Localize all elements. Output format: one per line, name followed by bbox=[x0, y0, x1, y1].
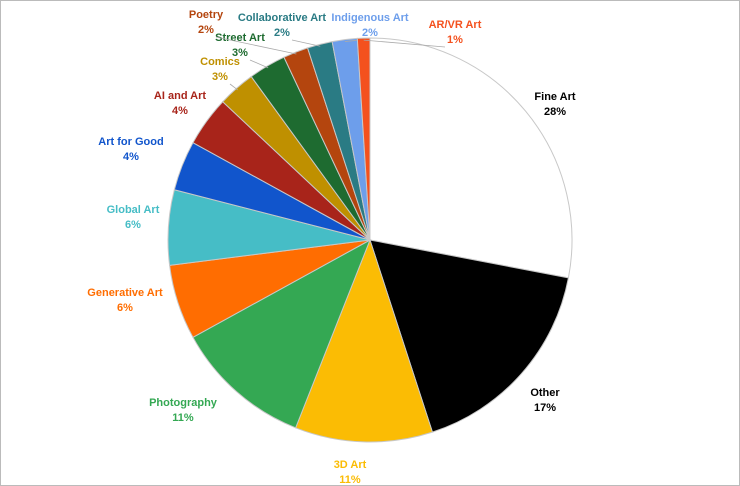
slice-value-label: 11% bbox=[339, 474, 361, 486]
slice-value-label: 4% bbox=[123, 151, 139, 163]
leader-line bbox=[229, 83, 238, 91]
slice-label: Indigenous Art bbox=[331, 12, 409, 24]
leader-line bbox=[215, 36, 297, 55]
slice-value-label: 3% bbox=[232, 47, 248, 59]
slice-label: AR/VR Art bbox=[429, 19, 482, 31]
slice-value-label: 3% bbox=[212, 71, 228, 83]
slice-label: Other bbox=[530, 387, 560, 399]
slice-label: Street Art bbox=[215, 32, 265, 44]
slice-value-label: 2% bbox=[362, 27, 378, 39]
slice-label: 3D Art bbox=[334, 459, 367, 471]
slice-label: Art for Good bbox=[98, 136, 163, 148]
leader-line bbox=[363, 39, 446, 48]
pie-slice bbox=[369, 239, 570, 433]
slice-value-label: 17% bbox=[534, 402, 556, 414]
pie-slice bbox=[294, 238, 434, 443]
slice-label: Photography bbox=[149, 397, 218, 409]
slice-value-label: 6% bbox=[117, 302, 133, 314]
slice-value-label: 1% bbox=[447, 34, 463, 46]
slice-value-label: 6% bbox=[125, 219, 141, 231]
slice-value-label: 11% bbox=[172, 412, 194, 424]
slice-value-label: 4% bbox=[172, 105, 188, 117]
slice-label: AI and Art bbox=[154, 90, 206, 102]
slice-value-label: 28% bbox=[544, 106, 566, 118]
slice-label: Poetry bbox=[189, 9, 224, 21]
pie-slice bbox=[369, 37, 573, 279]
slice-value-label: 2% bbox=[198, 24, 214, 36]
pie-slice bbox=[192, 238, 371, 429]
slice-label: Collaborative Art bbox=[238, 12, 327, 24]
pie-slice bbox=[356, 37, 371, 241]
slice-label: Generative Art bbox=[87, 287, 163, 299]
slice-label: Global Art bbox=[107, 204, 160, 216]
slice-label: Fine Art bbox=[534, 91, 575, 103]
leader-line bbox=[249, 59, 269, 69]
leader-line bbox=[291, 39, 321, 47]
slice-label: Comics bbox=[200, 56, 240, 68]
slice-value-label: 2% bbox=[274, 27, 290, 39]
